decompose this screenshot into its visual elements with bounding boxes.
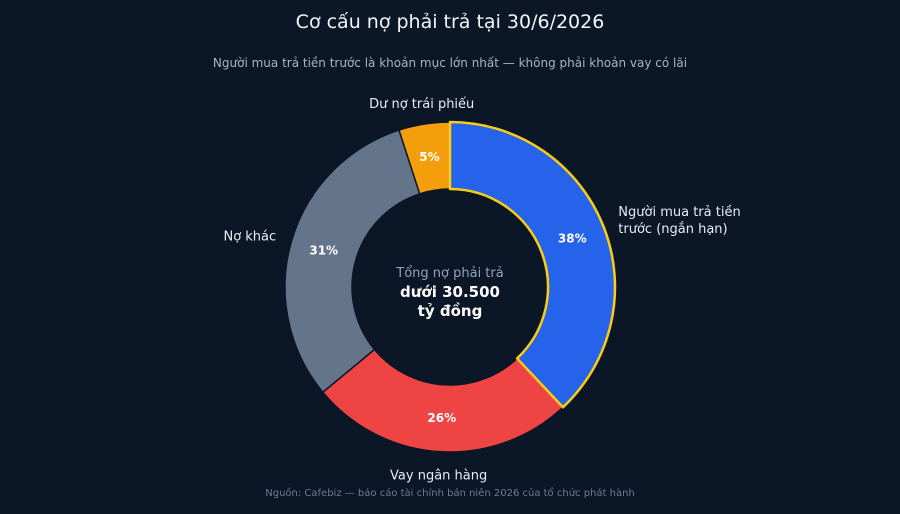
- slice-2: [284, 129, 421, 394]
- slice-value-label-1: 26%: [427, 411, 456, 425]
- slice-category-label-3: Dư nợ trái phiếu: [369, 97, 474, 112]
- slice-0: [449, 121, 616, 409]
- slice-category-label-1: Vay ngân hàng: [390, 469, 487, 484]
- slice-value-label-3: 5%: [419, 150, 439, 164]
- center-value-line1: dưới 30.500: [400, 283, 500, 301]
- center-caption: Tổng nợ phải trả: [395, 266, 503, 281]
- center-value-line2: tỷ đồng: [418, 301, 483, 320]
- slice-value-label-2: 31%: [309, 243, 338, 257]
- chart-title: Cơ cấu nợ phải trả tại 30/6/2026: [295, 11, 605, 33]
- slice-value-label-0: 38%: [558, 232, 587, 246]
- slice-1: [321, 348, 565, 453]
- slice-category-label-2: Nợ khác: [223, 230, 276, 245]
- chart-source: Nguồn: Cafebiz — báo cáo tài chính bán n…: [265, 488, 635, 499]
- slice-highlight-0: [448, 120, 617, 409]
- slice-category-label-0: Người mua trả tiền trước (ngắn hạn): [618, 205, 740, 237]
- chart-subtitle: Người mua trả tiền trước là khoản mục lớ…: [212, 56, 688, 70]
